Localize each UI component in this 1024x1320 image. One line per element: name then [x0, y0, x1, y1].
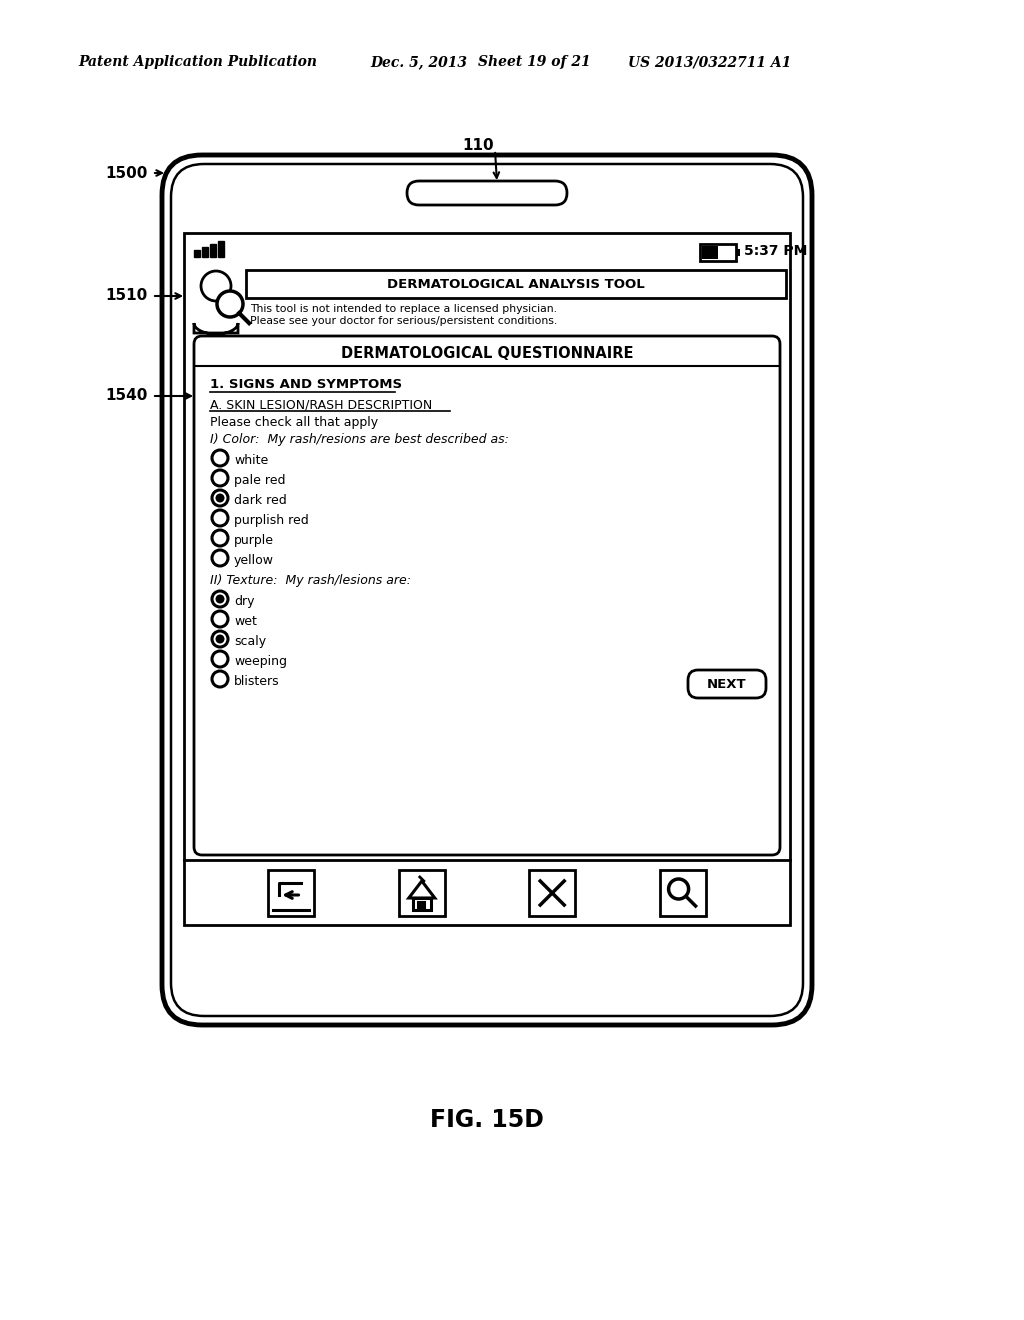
- Circle shape: [217, 290, 243, 317]
- Text: FIG. 15D: FIG. 15D: [430, 1107, 544, 1133]
- Text: A. SKIN LESION/RASH DESCRIPTION: A. SKIN LESION/RASH DESCRIPTION: [210, 399, 432, 411]
- Bar: [268, 870, 314, 916]
- FancyBboxPatch shape: [194, 337, 780, 855]
- Circle shape: [201, 271, 231, 301]
- Circle shape: [212, 671, 228, 686]
- Text: 1. SIGNS AND SYMPTOMS: 1. SIGNS AND SYMPTOMS: [210, 378, 402, 391]
- Text: NEXT: NEXT: [708, 677, 746, 690]
- Polygon shape: [409, 880, 435, 898]
- Bar: [529, 870, 575, 916]
- Text: Please check all that apply: Please check all that apply: [210, 416, 378, 429]
- Text: pale red: pale red: [234, 474, 286, 487]
- Text: Patent Application Publication: Patent Application Publication: [78, 55, 317, 69]
- Text: 1500: 1500: [105, 165, 148, 181]
- Bar: [736, 249, 740, 256]
- Polygon shape: [194, 323, 238, 334]
- Bar: [202, 247, 208, 257]
- Text: 1540: 1540: [105, 388, 148, 404]
- Text: yellow: yellow: [234, 554, 274, 568]
- Text: DERMATOLOGICAL ANALYSIS TOOL: DERMATOLOGICAL ANALYSIS TOOL: [387, 277, 645, 290]
- FancyBboxPatch shape: [688, 671, 766, 698]
- Text: 5:37 PM: 5:37 PM: [744, 244, 807, 257]
- Circle shape: [212, 591, 228, 607]
- Text: purple: purple: [234, 535, 274, 546]
- Bar: [659, 870, 706, 916]
- Circle shape: [215, 635, 224, 644]
- Bar: [184, 234, 790, 925]
- Text: This tool is not intended to replace a licensed physician.: This tool is not intended to replace a l…: [250, 304, 557, 314]
- FancyBboxPatch shape: [171, 164, 803, 1016]
- Circle shape: [212, 510, 228, 525]
- Bar: [418, 902, 425, 909]
- Text: I) Color:  My rash/resions are best described as:: I) Color: My rash/resions are best descr…: [210, 433, 509, 446]
- Bar: [702, 246, 718, 259]
- FancyBboxPatch shape: [162, 154, 812, 1026]
- Text: wet: wet: [234, 615, 257, 628]
- Bar: [398, 870, 444, 916]
- Text: scaly: scaly: [234, 635, 266, 648]
- Bar: [218, 242, 224, 257]
- Text: white: white: [234, 454, 268, 467]
- Text: blisters: blisters: [234, 675, 280, 688]
- Circle shape: [215, 494, 224, 503]
- Text: Sheet 19 of 21: Sheet 19 of 21: [478, 55, 591, 69]
- Text: Please see your doctor for serious/persistent conditions.: Please see your doctor for serious/persi…: [250, 315, 557, 326]
- Bar: [194, 249, 200, 257]
- Text: purplish red: purplish red: [234, 513, 309, 527]
- Text: 110: 110: [462, 137, 494, 153]
- Bar: [700, 244, 736, 261]
- Bar: [413, 898, 431, 909]
- Text: II) Texture:  My rash/lesions are:: II) Texture: My rash/lesions are:: [210, 574, 411, 587]
- Circle shape: [212, 450, 228, 466]
- Circle shape: [212, 631, 228, 647]
- Circle shape: [212, 490, 228, 506]
- Circle shape: [669, 879, 688, 899]
- Circle shape: [212, 531, 228, 546]
- Text: Dec. 5, 2013: Dec. 5, 2013: [370, 55, 467, 69]
- Text: weeping: weeping: [234, 655, 287, 668]
- Circle shape: [215, 594, 224, 603]
- Circle shape: [212, 611, 228, 627]
- Circle shape: [212, 651, 228, 667]
- Circle shape: [212, 470, 228, 486]
- Text: 1510: 1510: [105, 289, 148, 304]
- Text: dark red: dark red: [234, 494, 287, 507]
- Text: dry: dry: [234, 595, 255, 609]
- Text: DERMATOLOGICAL QUESTIONNAIRE: DERMATOLOGICAL QUESTIONNAIRE: [341, 346, 633, 360]
- Bar: [210, 244, 216, 257]
- FancyBboxPatch shape: [407, 181, 567, 205]
- Circle shape: [212, 550, 228, 566]
- Text: US 2013/0322711 A1: US 2013/0322711 A1: [628, 55, 792, 69]
- Bar: [246, 271, 786, 298]
